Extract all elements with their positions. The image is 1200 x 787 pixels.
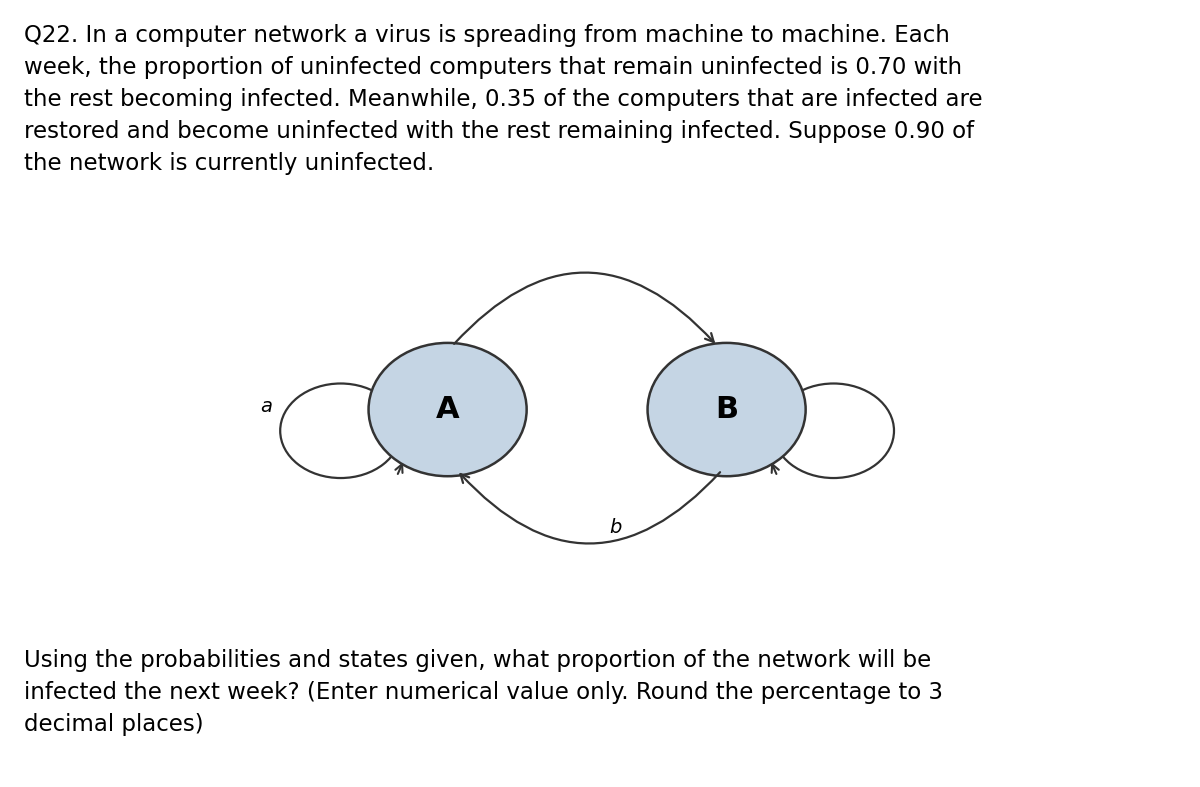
Ellipse shape [368,343,527,476]
Text: Using the probabilities and states given, what proportion of the network will be: Using the probabilities and states given… [24,649,943,737]
Text: B: B [715,395,738,424]
Text: A: A [436,395,460,424]
Text: a: a [260,397,272,416]
Text: b: b [608,518,622,538]
Ellipse shape [648,343,805,476]
Text: Q22. In a computer network a virus is spreading from machine to machine. Each
we: Q22. In a computer network a virus is sp… [24,24,983,175]
